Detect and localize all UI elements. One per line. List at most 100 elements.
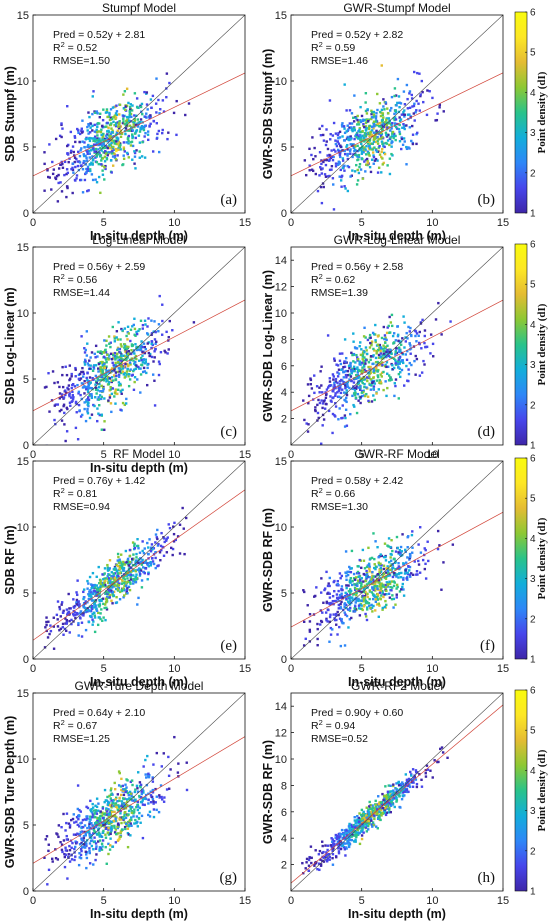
- scatter-point: [106, 588, 110, 591]
- scatter-point: [151, 373, 155, 376]
- scatter-point: [128, 554, 132, 558]
- scatter-point: [118, 796, 121, 800]
- scatter-point: [154, 330, 157, 334]
- scatter-point: [71, 390, 74, 394]
- scatter-point: [119, 143, 122, 147]
- scatter-point: [325, 140, 328, 143]
- scatter-point: [74, 855, 77, 858]
- scatter-point: [326, 154, 329, 157]
- scatter-point: [372, 333, 376, 336]
- scatter-point: [438, 103, 442, 107]
- scatter-point: [364, 598, 367, 601]
- scatter-point: [113, 356, 117, 360]
- scatter-point: [143, 547, 146, 550]
- scatter-point: [101, 132, 105, 136]
- scatter-point: [355, 353, 358, 357]
- scatter-point: [375, 577, 379, 581]
- scatter-point: [118, 567, 121, 571]
- scatter-point: [380, 594, 383, 597]
- scatter-point: [307, 858, 311, 862]
- scatter-point: [336, 835, 339, 839]
- scatter-point: [137, 134, 141, 137]
- scatter-point: [151, 791, 155, 794]
- scatter-point: [366, 595, 369, 599]
- scatter-point: [384, 345, 388, 349]
- scatter-point: [361, 130, 364, 133]
- scatter-point: [393, 382, 396, 385]
- scatter-point: [407, 565, 410, 568]
- scatter-point: [131, 574, 135, 577]
- scatter-point: [119, 831, 122, 835]
- scatter-point: [93, 840, 97, 843]
- scatter-point: [397, 397, 400, 400]
- scatter-point: [101, 805, 105, 809]
- scatter-point: [324, 143, 328, 147]
- scatter-point: [371, 148, 374, 151]
- scatter-point: [378, 153, 382, 156]
- scatter-point: [172, 532, 176, 536]
- scatter-point: [374, 340, 377, 344]
- scatter-point: [124, 127, 128, 130]
- scatter-point: [93, 123, 96, 127]
- scatter-point: [94, 388, 98, 392]
- scatter-point: [165, 330, 168, 334]
- scatter-point: [126, 118, 129, 122]
- scatter-point: [401, 353, 405, 356]
- scatter-point: [378, 346, 381, 349]
- scatter-point: [164, 351, 167, 354]
- scatter-point: [393, 797, 396, 800]
- scatter-point: [391, 334, 395, 338]
- scatter-point: [394, 550, 398, 553]
- scatter-point: [114, 116, 118, 119]
- scatter-point: [437, 301, 440, 305]
- scatter-point: [161, 319, 164, 323]
- scatter-point: [319, 863, 323, 866]
- scatter-point: [128, 581, 132, 584]
- scatter-point: [324, 393, 328, 397]
- scatter-point: [91, 824, 95, 828]
- scatter-point: [121, 388, 124, 392]
- scatter-point: [308, 628, 312, 632]
- scatter-point: [110, 139, 114, 142]
- scatter-point: [97, 398, 101, 401]
- scatter-point: [157, 542, 160, 546]
- scatter-point: [336, 364, 340, 367]
- scatter-point: [102, 108, 105, 111]
- scatter-point: [127, 116, 131, 119]
- scatter-point: [112, 374, 116, 377]
- y-tick-label: 10: [17, 754, 29, 766]
- y-tick-label: 5: [281, 142, 287, 154]
- scatter-point: [369, 378, 372, 381]
- scatter-point: [348, 600, 352, 603]
- scatter-point: [391, 549, 394, 553]
- scatter-point: [101, 361, 104, 364]
- scatter-point: [328, 168, 332, 172]
- scatter-point: [394, 378, 398, 381]
- scatter-point: [96, 389, 100, 392]
- scatter-point: [114, 392, 117, 395]
- scatter-point: [165, 95, 168, 99]
- scatter-point: [108, 794, 111, 798]
- scatter-point: [101, 839, 105, 842]
- scatter-point: [110, 599, 113, 602]
- scatter-point: [120, 553, 123, 556]
- scatter-point: [353, 405, 356, 408]
- scatter-point: [60, 393, 64, 396]
- scatter-point: [90, 351, 94, 354]
- scatter-point: [83, 146, 86, 149]
- x-axis-label: In-situ depth (m): [90, 229, 188, 243]
- scatter-point: [119, 135, 123, 139]
- scatter-point: [378, 145, 381, 148]
- scatter-point: [393, 134, 396, 138]
- scatter-point: [361, 366, 364, 369]
- scatter-point: [376, 131, 380, 135]
- scatter-point: [91, 129, 94, 132]
- scatter-point: [346, 164, 349, 168]
- scatter-point: [114, 832, 118, 836]
- scatter-point: [348, 596, 351, 599]
- scatter-point: [418, 330, 421, 334]
- scatter-point: [116, 574, 120, 577]
- scatter-point: [365, 573, 369, 576]
- plot-area-g: [33, 693, 245, 891]
- scatter-point: [125, 141, 128, 144]
